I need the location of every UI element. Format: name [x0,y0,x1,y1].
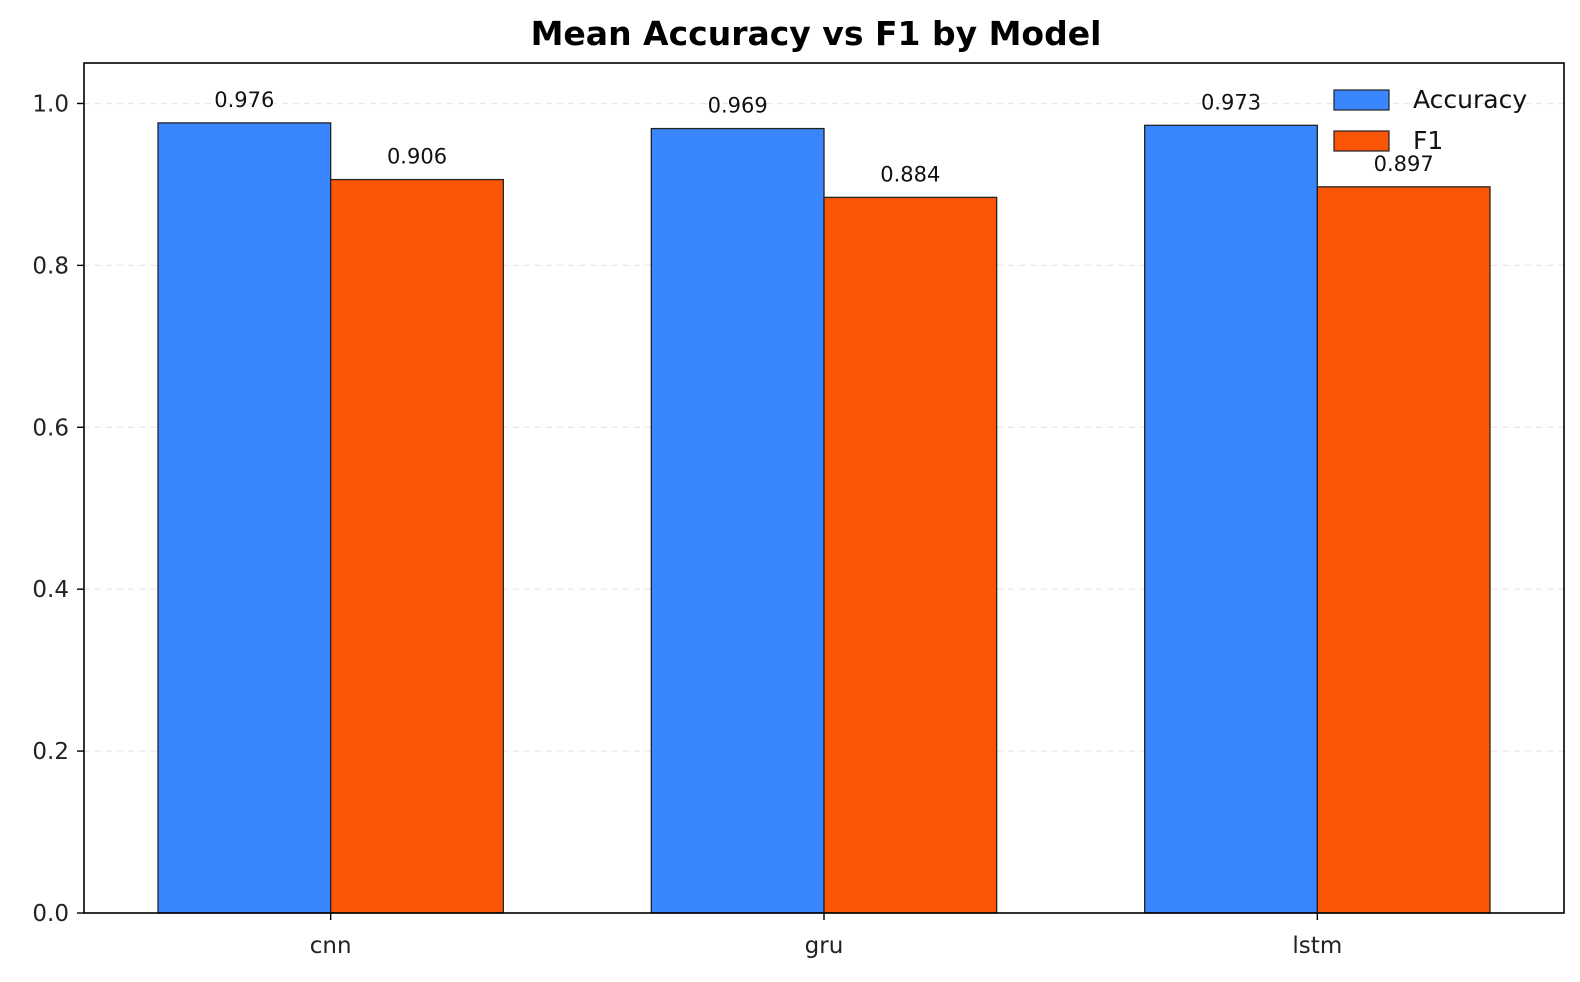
bar-f1-lstm [1316,186,1491,914]
data-label: 0.969 [708,94,768,118]
y-tick-label: 0.4 [32,577,69,603]
chart-title: Mean Accuracy vs F1 by Model [531,14,1102,53]
x-tick-label: cnn [310,933,352,959]
legend: Accuracy F1 [1333,85,1527,155]
data-label: 0.906 [387,145,447,169]
data-labels: 0.976 0.969 0.973 0.906 0.884 0.897 [214,88,1433,186]
bar-f1-gru [823,196,998,914]
y-tick-label: 0.2 [32,739,69,765]
y-axis: 0.0 0.2 0.4 0.6 0.8 1.0 [32,91,84,927]
y-tick-label: 0.8 [32,253,69,279]
legend-item: F1 [1333,126,1443,155]
legend-swatch [1333,89,1390,111]
x-axis: cnn gru lstm [310,913,1342,959]
legend-label: F1 [1413,126,1443,155]
bar-accuracy-lstm [1144,124,1318,914]
legend-label: Accuracy [1413,85,1527,114]
data-label: 0.976 [214,88,274,112]
bar-accuracy-gru [650,127,825,914]
y-tick-label: 0.6 [32,415,69,441]
x-tick-label: gru [805,933,844,959]
data-label: 0.897 [1374,152,1434,176]
y-tick-label: 1.0 [32,91,69,117]
legend-swatch [1333,130,1390,152]
bars [157,122,1491,914]
data-label: 0.973 [1201,90,1261,114]
data-label: 0.884 [880,162,940,186]
bar-f1-cnn [330,178,504,914]
y-tick-label: 0.0 [32,901,69,927]
legend-item: Accuracy [1333,85,1527,114]
bar-accuracy-cnn [157,122,332,914]
x-tick-label: lstm [1292,933,1342,959]
